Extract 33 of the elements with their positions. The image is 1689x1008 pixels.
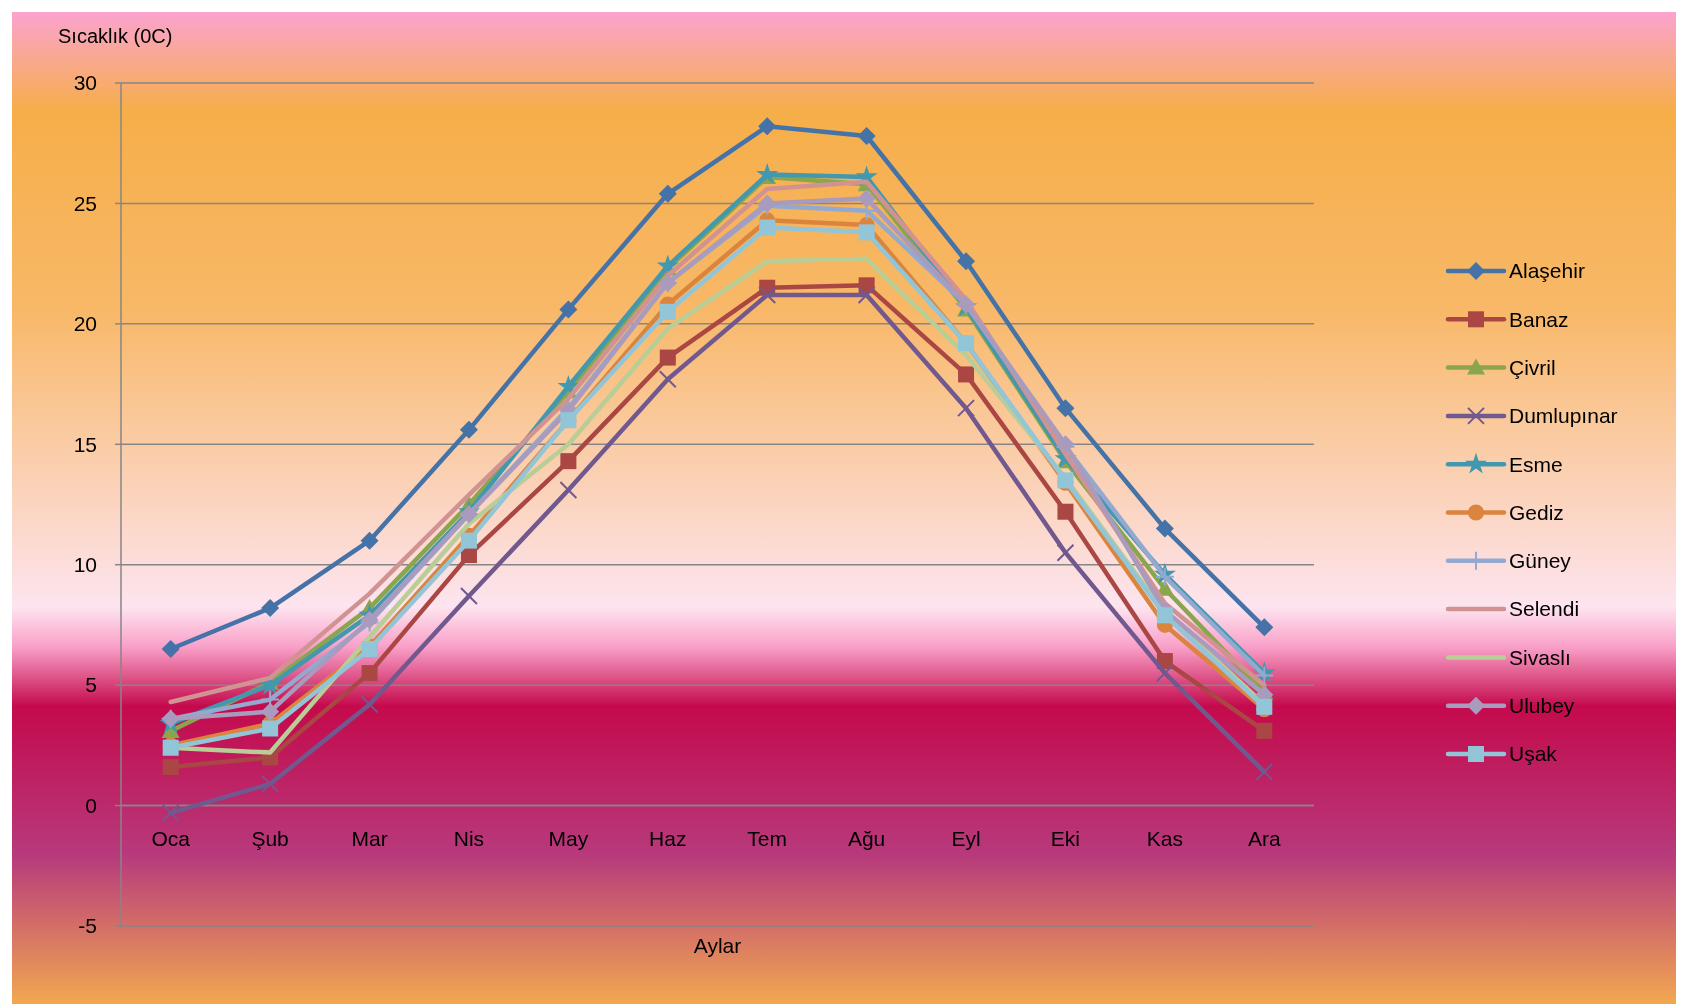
legend-label: Selendi	[1509, 597, 1580, 621]
x-tick-label: Eyl	[951, 826, 981, 850]
legend-label: Banaz	[1509, 307, 1569, 331]
y-tick-label: -5	[78, 914, 97, 938]
x-tick-label: Mar	[351, 826, 388, 850]
legend-label: Uşak	[1509, 742, 1558, 766]
legend-label: Güney	[1509, 549, 1572, 573]
legend-label: Ulubey	[1509, 694, 1575, 718]
legend-label: Sivaslı	[1509, 645, 1571, 669]
x-tick-label: Tem	[747, 826, 788, 850]
x-tick-label: Haz	[649, 826, 687, 850]
y-tick-label: 20	[73, 312, 97, 336]
legend-label: Alaşehir	[1509, 259, 1585, 283]
y-tick-label: 25	[73, 191, 97, 215]
x-tick-label: Kas	[1146, 826, 1183, 850]
x-tick-label: Eki	[1050, 826, 1081, 850]
y-tick-label: 15	[73, 432, 97, 456]
y-axis-title: Sıcaklık (0C)	[58, 25, 173, 47]
x-tick-label: Oca	[151, 826, 191, 850]
y-tick-label: 0	[85, 793, 97, 817]
x-tick-label: Nis	[453, 826, 485, 850]
x-axis-title: Aylar	[693, 934, 742, 957]
legend-label: Dumlupınar	[1509, 404, 1618, 428]
x-tick-label: Şub	[251, 826, 289, 850]
legend-label: Gediz	[1509, 500, 1564, 524]
y-tick-label: 30	[73, 71, 97, 95]
y-tick-label: 10	[73, 553, 97, 577]
y-tick-label: 5	[85, 673, 97, 697]
legend-label: Çivril	[1509, 355, 1556, 379]
x-tick-label: Ağu	[847, 826, 886, 850]
legend-label: Esme	[1509, 452, 1563, 476]
x-tick-label: Ara	[1247, 826, 1281, 850]
x-tick-label: May	[548, 826, 589, 850]
